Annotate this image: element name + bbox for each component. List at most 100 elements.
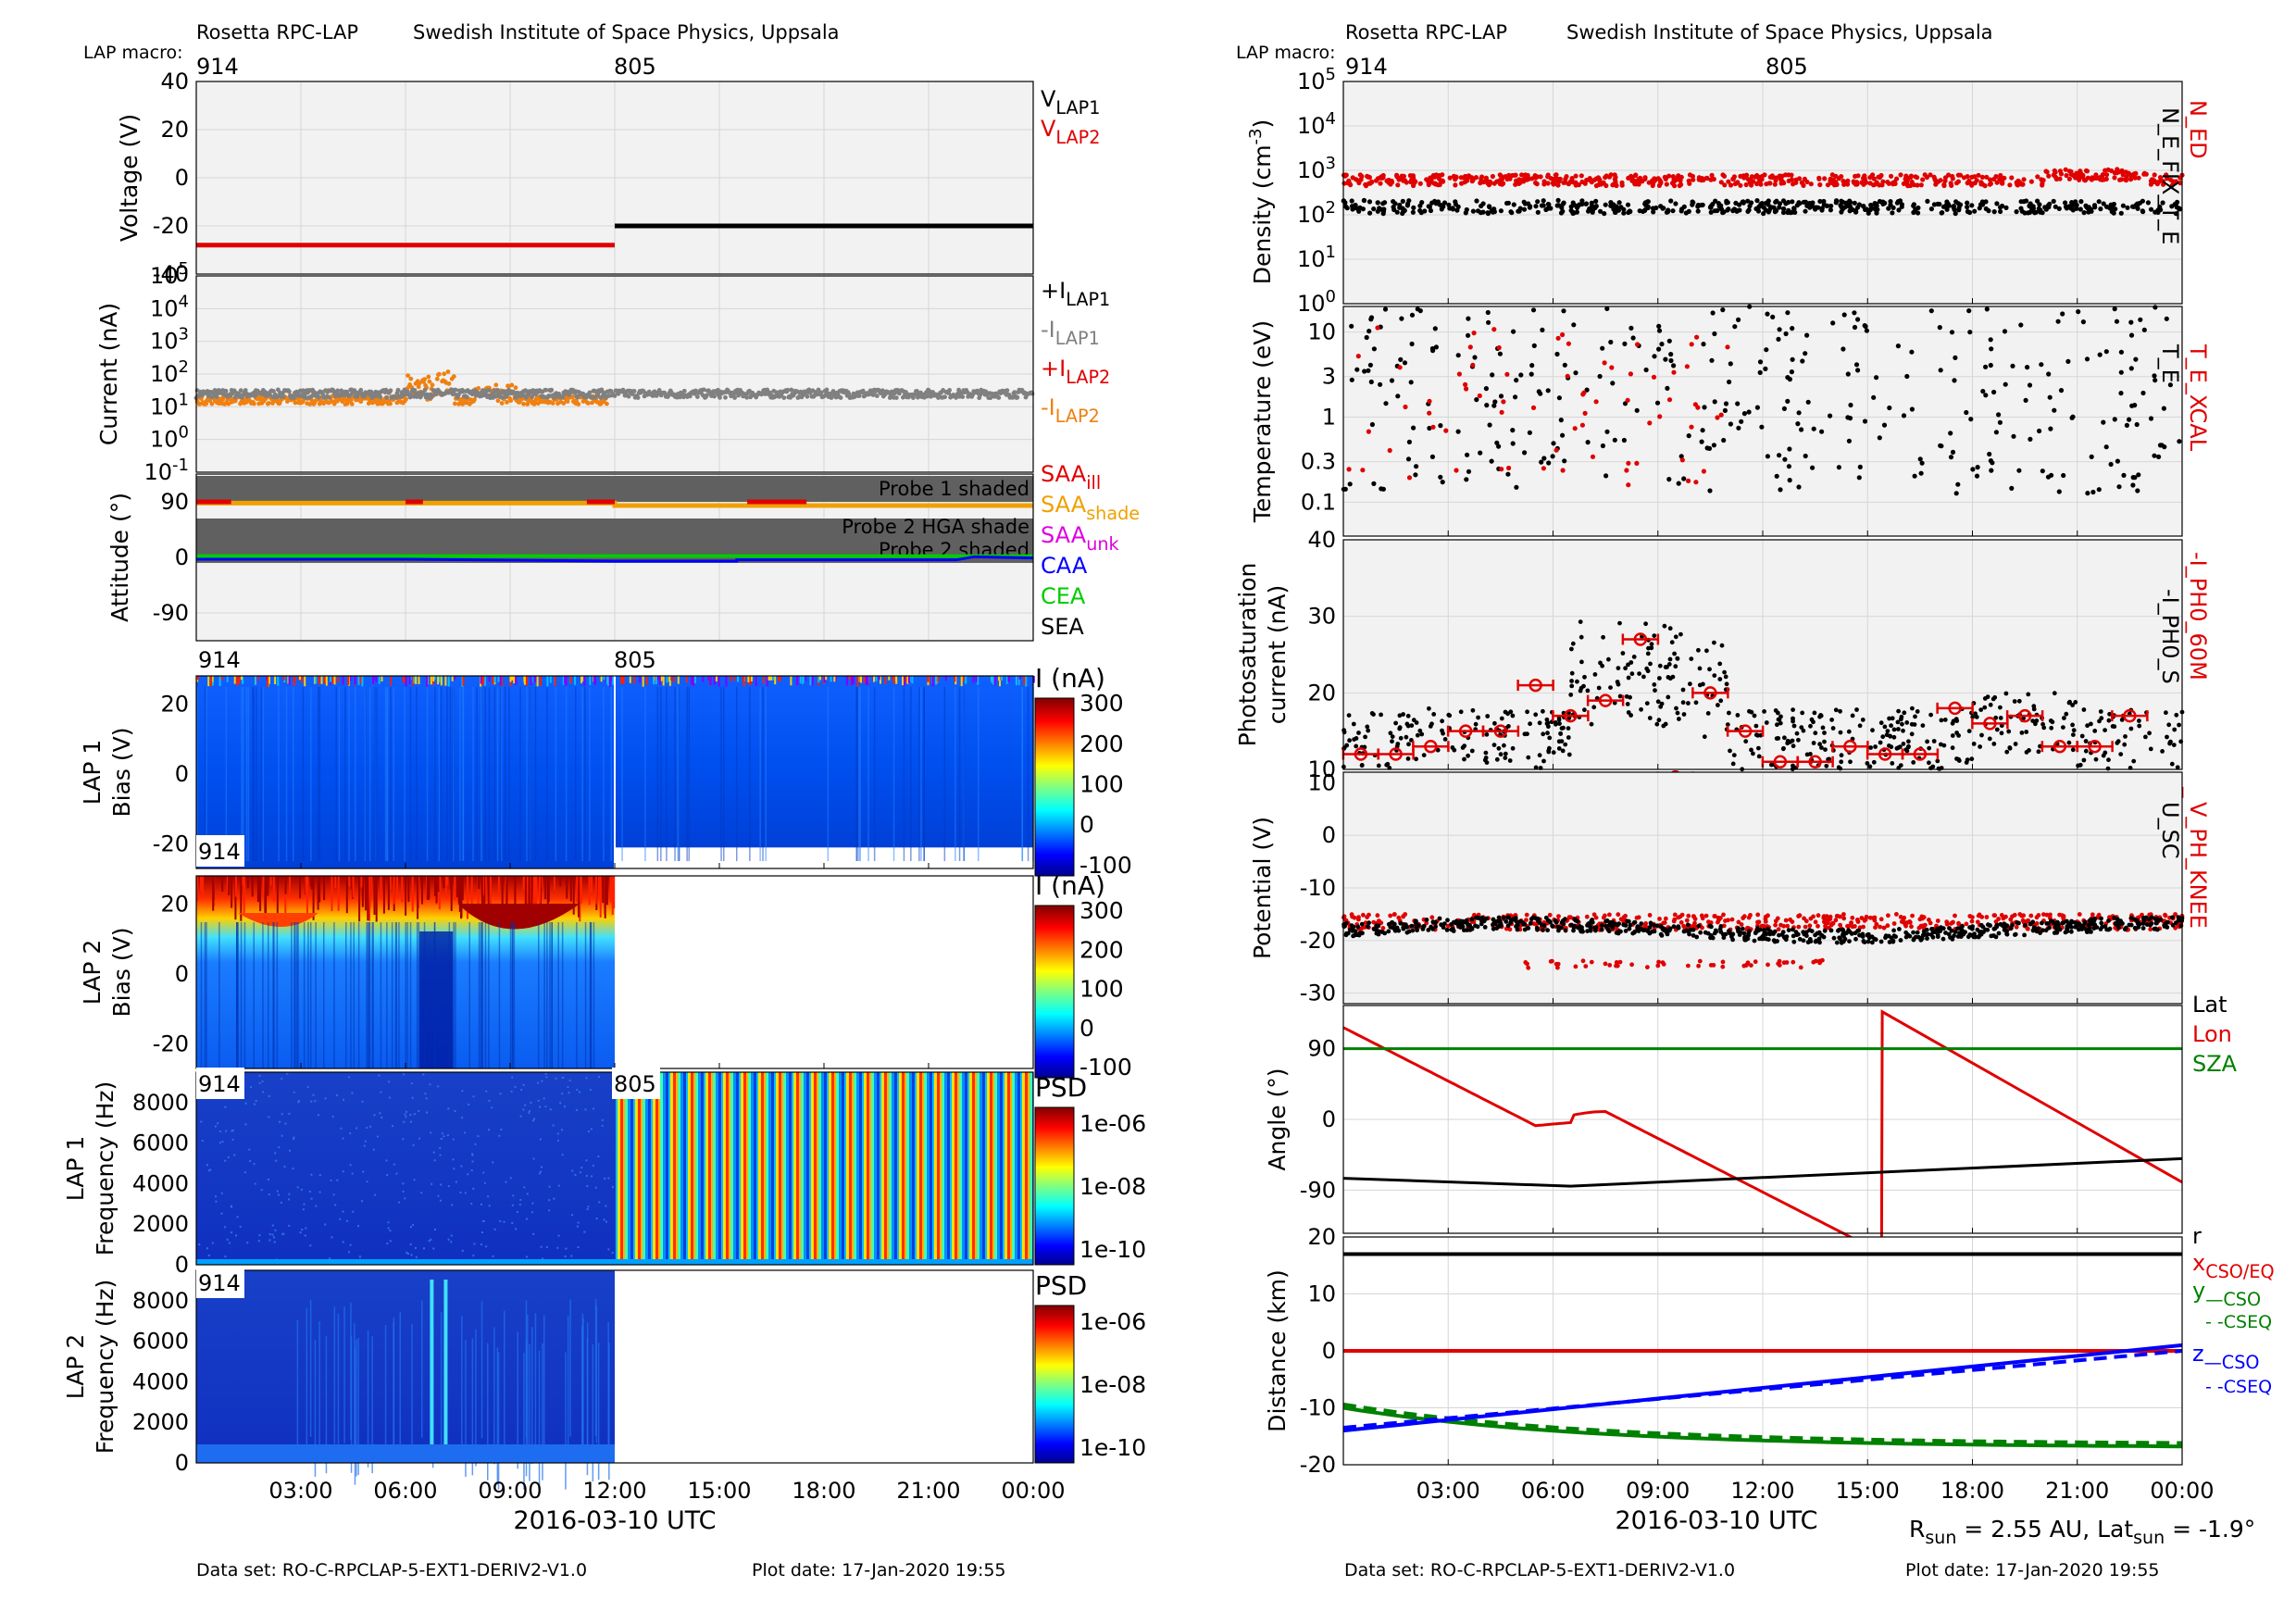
temperature-t-e-point <box>1727 379 1732 385</box>
lap1-freq-speck <box>511 1076 514 1079</box>
lap1-freq-speck <box>526 1218 528 1220</box>
density-n-ed-point <box>2133 170 2139 176</box>
photo-i-ph0-s-point <box>1390 734 1395 739</box>
minus-i-lap1-point <box>430 394 435 398</box>
temperature-t-e-xcal-point <box>1403 404 1408 410</box>
temperature-t-e-xcal-point <box>1491 327 1497 332</box>
lap1-bias-streak <box>438 687 441 861</box>
density-legend-n-ed: N_ED <box>2185 100 2211 159</box>
photo-i-ph0-s-point <box>1582 674 1587 680</box>
temperature-t-e-point <box>1554 351 1560 357</box>
temperature-t-e-point <box>1783 331 1789 337</box>
lap1-bias-top-speck <box>809 676 812 686</box>
density-n-e-fix-point <box>1406 198 1412 204</box>
temperature-legend-t-e: T_E <box>2157 344 2183 383</box>
minus-i-lap1-point <box>893 395 899 400</box>
lap2-bias-spike <box>535 876 538 909</box>
lap1-bias-914-tag: 914 <box>198 647 241 673</box>
density-n-e-fix-point <box>2028 201 2033 206</box>
temperature-t-e-xcal-point <box>1541 466 1546 471</box>
lap2-bias-streak <box>333 922 335 1068</box>
density-n-ed-point <box>1833 180 1839 185</box>
photo-i-ph0-s-point <box>1510 713 1516 718</box>
temperature-t-e-point <box>1736 425 1741 431</box>
lap1-freq-speck <box>225 1130 228 1132</box>
temperature-t-e-point <box>1399 316 1404 321</box>
lap1-freq-speck <box>281 1078 283 1081</box>
temperature-t-e-xcal-point <box>1464 386 1469 392</box>
temperature-t-e-point <box>1681 476 1687 481</box>
temperature-t-e-point <box>2080 319 2086 325</box>
temperature-t-e-xcal-point <box>1355 354 1361 359</box>
photo-i-ph0-s-point <box>1906 739 1911 744</box>
photo-i-ph0-s-point <box>1541 758 1546 764</box>
lap1-freq-speck <box>579 1091 580 1093</box>
lap1-freq-speck <box>611 1186 614 1189</box>
x-tick-label: 00:00 <box>1001 1478 1065 1504</box>
lap1-freq-speck <box>366 1181 368 1183</box>
lap1-bias-streak <box>206 687 207 861</box>
lap1-bias-top-speck <box>645 676 648 685</box>
temperature-t-e-point <box>1585 440 1591 445</box>
temperature-t-e-point <box>2037 428 2042 434</box>
lap1-freq-speck <box>555 1077 557 1080</box>
lap1-freq-speck <box>441 1132 443 1135</box>
photo-i-ph0-s-point <box>1344 743 1350 748</box>
lap2-bias-spike <box>604 876 606 918</box>
density-n-e-fix-point <box>1998 205 2003 210</box>
lap2-freq-streak <box>318 1321 320 1459</box>
photo-i-ph0-s-point <box>1730 761 1736 767</box>
minus-i-lap1-point <box>781 395 787 400</box>
photo-i-ph0-s-point <box>1979 732 1984 738</box>
temperature-t-e-point <box>2069 415 2075 420</box>
photo-i-ph0-s-point <box>1566 726 1571 731</box>
lap1-bias-top-speck <box>451 676 454 681</box>
photo-i-ph0-s-point <box>2024 750 2029 755</box>
density-n-e-fix-point <box>2148 206 2154 212</box>
lap1-bias-streak <box>963 687 966 861</box>
lap1-bias-top-speck <box>965 676 967 684</box>
lap2-freq-streak <box>421 1300 423 1438</box>
density-n-e-fix-point <box>1380 211 1386 217</box>
temperature-t-e-point <box>1701 342 1706 347</box>
temperature-t-e-xcal-point <box>1387 447 1392 454</box>
lap2-bias-spike <box>434 876 437 896</box>
temperature-t-e-point <box>1429 454 1435 459</box>
temperature-t-e-point <box>2065 358 2071 364</box>
x-tick-label: 18:00 <box>792 1478 855 1504</box>
lap2-bias-streak <box>294 922 296 1068</box>
lap1-freq-speck <box>455 1181 457 1183</box>
temperature-t-e-point <box>1855 317 1861 322</box>
lap1-freq-speck <box>439 1154 442 1156</box>
density-n-ed-point <box>1988 181 1993 186</box>
temperature-t-e-point <box>1765 454 1770 459</box>
temperature-t-e-point <box>1430 348 1436 354</box>
lap2-bias-spike <box>393 876 395 905</box>
photo-i-ph0-s-point <box>1717 661 1723 667</box>
density-n-ed-point <box>1579 179 1585 185</box>
minus-i-lap1-point <box>732 395 737 400</box>
lap2-freq-streak <box>354 1347 356 1485</box>
temperature-t-e-point <box>2161 406 2166 411</box>
lap1-bias-top-speck <box>593 676 595 683</box>
temperature-t-e-point <box>1415 306 1420 312</box>
temperature-t-e-point <box>1852 310 1857 316</box>
lap2-freq-streak <box>399 1312 401 1450</box>
lap1-bias-top-speck <box>733 676 736 681</box>
lap1-freq-speck <box>312 1093 315 1096</box>
lap1-freq-speck <box>437 1085 440 1088</box>
temperature-t-e-point <box>1928 308 1934 314</box>
lap2-bias-streak <box>398 922 400 1068</box>
lap1-freq-speck <box>451 1204 454 1206</box>
density-ylabel: Density (cm-3) <box>1246 119 1276 285</box>
density-n-ed-point <box>1789 177 1795 182</box>
photo-i-ph0-s-point <box>1541 731 1546 737</box>
lap2-bias-spike <box>337 876 340 911</box>
density-n-ed-point <box>2035 174 2040 180</box>
density-n-ed-point <box>1953 181 1960 186</box>
lap1-freq-speck <box>526 1255 528 1258</box>
lap2-bias-streak <box>303 922 306 1068</box>
density-n-e-fix-point <box>1710 201 1716 207</box>
voltage-legend-item: VLAP2 <box>1041 116 1100 148</box>
lap1-bias-top-speck <box>875 676 878 681</box>
